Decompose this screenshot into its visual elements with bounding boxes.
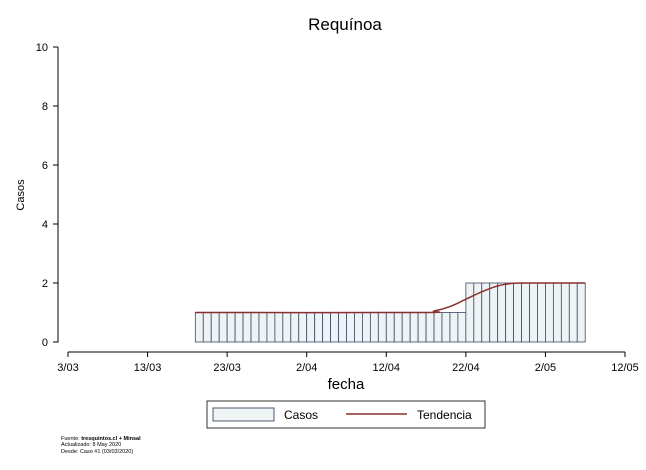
bar <box>226 312 236 343</box>
bar <box>234 312 244 343</box>
bar <box>369 312 379 343</box>
bar <box>210 312 220 343</box>
bar <box>330 312 339 343</box>
bar <box>417 312 427 343</box>
bar <box>258 312 268 343</box>
bar <box>409 312 419 343</box>
bar <box>202 312 212 343</box>
bar <box>449 312 459 343</box>
x-tick-label: 23/03 <box>213 362 241 374</box>
y-tick-label: 8 <box>42 101 48 113</box>
bar <box>401 312 411 343</box>
bar <box>266 312 276 343</box>
bar <box>393 312 403 343</box>
bar <box>545 282 554 343</box>
footer-source: Fuente: tresquintos.cl + Minsal <box>61 436 141 442</box>
bar <box>568 282 578 343</box>
bar <box>489 282 499 343</box>
footer-source-bold: tresquintos.cl + Minsal <box>81 436 141 442</box>
legend-swatch-casos <box>212 407 275 422</box>
bar <box>338 312 347 343</box>
bar <box>322 312 331 343</box>
bar <box>282 312 292 343</box>
bar <box>362 312 371 343</box>
footer-updated: Actualizado: 8 May 2020 <box>61 442 122 449</box>
y-tick-label: 4 <box>42 219 48 231</box>
y-axis-label: Casos <box>15 179 27 211</box>
bar <box>529 282 538 343</box>
bar <box>306 312 316 343</box>
bar <box>377 312 387 343</box>
bar <box>576 282 586 343</box>
bar <box>433 312 443 343</box>
bar <box>298 312 308 343</box>
bar <box>274 312 284 343</box>
bar <box>385 312 395 343</box>
chart-title: Requínoa <box>308 15 382 34</box>
bar <box>250 312 260 343</box>
chart-footer: Fuente: tresquintos.cl + Minsal Actualiz… <box>61 436 141 455</box>
y-tick-label: 6 <box>42 160 48 172</box>
footer-since: Desde: Caso #1 (03/03/2020) <box>61 448 134 455</box>
y-tick-label: 10 <box>36 42 48 54</box>
bar <box>354 312 363 343</box>
bar <box>513 282 522 343</box>
bar <box>465 282 475 343</box>
bar <box>194 312 204 343</box>
legend-label-tendencia: Tendencia <box>417 408 472 422</box>
x-tick-label: 2/04 <box>296 362 317 374</box>
bar <box>218 312 228 343</box>
bar <box>497 282 507 343</box>
bar <box>290 312 300 343</box>
trend-line <box>195 282 586 314</box>
x-tick-label: 22/04 <box>452 362 480 374</box>
footer-source-prefix: Fuente: <box>61 436 82 442</box>
y-tick-label: 0 <box>42 337 48 349</box>
bar <box>552 282 562 343</box>
x-tick-label: 2/05 <box>535 362 556 374</box>
bar <box>441 312 451 343</box>
bar <box>521 282 530 343</box>
legend-label-casos: Casos <box>284 408 318 422</box>
x-tick-label: 12/05 <box>611 362 639 374</box>
bar <box>560 282 570 343</box>
x-axis-label: fecha <box>328 376 365 393</box>
y-tick-label: 2 <box>42 278 48 290</box>
x-tick-label: 12/04 <box>373 362 401 374</box>
bar <box>537 282 546 343</box>
bar <box>242 312 252 343</box>
legend: Casos Tendencia <box>206 400 486 429</box>
x-tick-label: 3/03 <box>57 362 78 374</box>
bar <box>425 312 435 343</box>
bar <box>505 282 514 343</box>
plot-area: 0 2 4 6 8 10 3/03 13/03 23/03 2/04 12/04 22/04 2/05 1… <box>36 42 639 374</box>
bar <box>457 312 467 343</box>
bar <box>346 312 355 343</box>
x-tick-label: 13/03 <box>134 362 162 374</box>
bar <box>314 312 324 343</box>
